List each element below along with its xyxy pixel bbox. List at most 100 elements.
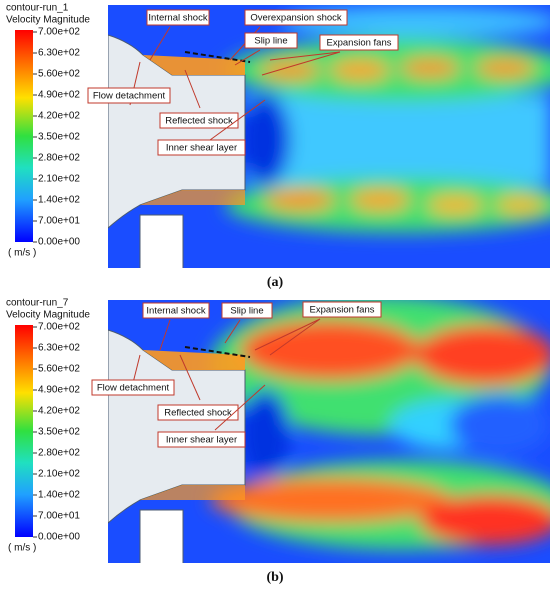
annotation-arrow <box>234 49 261 66</box>
nozzle-jet <box>143 350 245 370</box>
colorbar-label: 1.40e+02 <box>38 195 80 206</box>
slip-line <box>184 51 251 63</box>
annotation-arrow <box>254 318 321 351</box>
flow-region <box>450 395 550 455</box>
annotation-box <box>157 431 246 448</box>
flow-field <box>225 6 550 233</box>
colorbar-label: 4.20e+02 <box>38 111 80 122</box>
colorbar-label: 0.00e+00 <box>38 532 80 543</box>
annotation-label: Internal shock <box>146 306 205 317</box>
annotation-box <box>91 379 175 396</box>
flow-region <box>330 60 390 80</box>
slip-line <box>184 346 251 358</box>
flow-region <box>415 325 550 385</box>
flow-region <box>495 197 545 213</box>
flow-region <box>240 320 420 380</box>
annotation-label: Slip line <box>254 36 287 47</box>
colorbar-label: 2.10e+02 <box>38 469 80 480</box>
annotation-box <box>302 301 382 318</box>
colorbar-label: 7.00e+02 <box>38 27 80 38</box>
colorbar-quantity: Velocity Magnitude <box>6 15 90 26</box>
flow-region <box>245 95 550 185</box>
annotation-box <box>159 112 239 129</box>
annotation-arrow <box>269 318 321 356</box>
colorbar-label: 4.20e+02 <box>38 406 80 417</box>
colorbar-label: 4.90e+02 <box>38 385 80 396</box>
colorbar-title: contour-run_7 <box>6 298 69 309</box>
flow-region <box>260 61 320 79</box>
flow-region <box>280 6 550 38</box>
nozzle-jet <box>140 190 245 205</box>
colorbar-label: 7.00e+01 <box>38 216 80 227</box>
flow-region <box>475 59 535 77</box>
colorbar-label: 6.30e+02 <box>38 343 80 354</box>
flow-region <box>240 390 290 480</box>
annotation-box <box>157 404 239 421</box>
annotation-label: Internal shock <box>148 13 207 24</box>
annotation-label: Inner shear layer <box>166 435 237 446</box>
annotation-arrow <box>214 384 266 431</box>
colorbar-label: 2.80e+02 <box>38 448 80 459</box>
colorbar-label: 3.50e+02 <box>38 132 80 143</box>
annotation-label: Flow detachment <box>97 383 170 394</box>
colorbar-label: 2.10e+02 <box>38 174 80 185</box>
annotation-box <box>157 139 246 156</box>
annotation-label: Expansion fans <box>310 305 375 316</box>
annotation-arrow <box>184 69 201 109</box>
colorbar-label: 4.90e+02 <box>38 90 80 101</box>
annotation-label: Overexpansion shock <box>250 13 342 24</box>
flow-region <box>400 59 460 77</box>
annotation-label: Reflected shock <box>165 116 233 127</box>
colorbar-label: 2.80e+02 <box>38 153 80 164</box>
colorbar-label: 7.00e+02 <box>38 322 80 333</box>
annotation-arrow <box>224 319 241 344</box>
annotation-arrow <box>209 99 266 141</box>
annotation-box <box>87 87 171 104</box>
colorbar-label: 7.00e+01 <box>38 511 80 522</box>
annotation-box <box>244 32 298 49</box>
annotation-arrow <box>149 26 171 61</box>
nozzle-gap <box>139 509 184 563</box>
flow-region <box>210 478 450 522</box>
flow-region <box>420 495 550 545</box>
annotation-arrow <box>179 354 201 401</box>
nozzle-jet <box>140 485 245 500</box>
flow-region <box>350 190 410 210</box>
flow-field <box>210 300 550 550</box>
colorbar-label: 5.60e+02 <box>38 364 80 375</box>
annotation-label: Inner shear layer <box>166 143 237 154</box>
nozzle-jet <box>143 55 245 75</box>
colorbar-label: 1.40e+02 <box>38 490 80 501</box>
colorbar-title: contour-run_1 <box>6 3 69 14</box>
panel-caption: (a) <box>267 275 284 290</box>
contour-plot <box>108 300 550 563</box>
colorbar-label: 3.50e+02 <box>38 427 80 438</box>
annotation-box <box>244 9 348 26</box>
colorbar-label: 5.60e+02 <box>38 69 80 80</box>
colorbar-label: 0.00e+00 <box>38 237 80 248</box>
flow-region <box>427 196 483 214</box>
annotation-label: Slip line <box>230 306 263 317</box>
annotation-box <box>142 302 210 319</box>
annotation-arrow <box>269 51 341 61</box>
annotation-label: Expansion fans <box>327 38 392 49</box>
colorbar <box>15 325 33 537</box>
colorbar-unit: ( m/s ) <box>8 248 36 259</box>
nozzle-gap <box>139 214 184 268</box>
colorbar-quantity: Velocity Magnitude <box>6 310 90 321</box>
annotation-label: Flow detachment <box>93 91 166 102</box>
annotation-label: Reflected shock <box>164 408 232 419</box>
annotation-box <box>319 34 399 51</box>
panel-caption: (b) <box>266 570 283 585</box>
annotation-arrow <box>159 319 171 351</box>
annotation-box <box>221 302 273 319</box>
colorbar-label: 6.30e+02 <box>38 48 80 59</box>
colorbar <box>15 30 33 242</box>
flow-region <box>265 190 335 210</box>
colorbar-unit: ( m/s ) <box>8 543 36 554</box>
flow-region <box>240 95 290 185</box>
annotation-box <box>146 9 210 26</box>
